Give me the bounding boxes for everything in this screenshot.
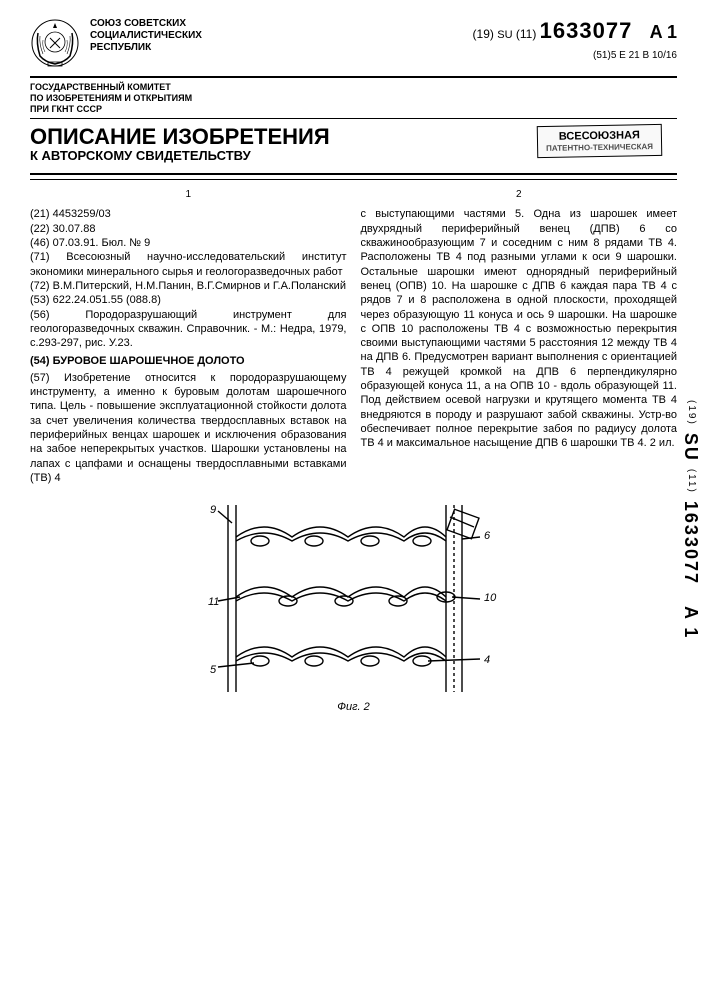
figure-caption: Фиг. 2 [30, 701, 677, 713]
side-prefix: (19) [686, 400, 697, 426]
committee-block: ГОСУДАРСТВЕННЫЙ КОМИТЕТ ПО ИЗОБРЕТЕНИЯМ … [30, 82, 677, 114]
title-block: ОПИСАНИЕ ИЗОБРЕТЕНИЯ К АВТОРСКОМУ СВИДЕТ… [30, 125, 330, 163]
code-su: SU [497, 29, 512, 41]
field-46: (46) 07.03.91. Бюл. № 9 [30, 236, 347, 250]
divider [30, 118, 677, 119]
svg-text:6: 6 [484, 530, 491, 542]
sub-title: К АВТОРСКОМУ СВИДЕТЕЛЬСТВУ [30, 148, 330, 163]
side-su: SU [681, 433, 701, 462]
cls-value: E 21 B 10/16 [619, 50, 677, 61]
svg-text:9: 9 [210, 504, 216, 516]
field-54: (54) БУРОВОЕ ШАРОШЕЧНОЕ ДОЛОТО [30, 354, 347, 368]
code-prefix: (19) [473, 27, 494, 41]
union-republic-label: СОЮЗ СОВЕТСКИХ СОЦИАЛИСТИЧЕСКИХ РЕСПУБЛИ… [90, 18, 202, 54]
field-71: (71) Всесоюзный научно-исследовательский… [30, 250, 347, 279]
classification: (51)5 E 21 B 10/16 [473, 50, 677, 61]
doc-suffix: A 1 [650, 22, 677, 42]
side-suffix: A 1 [681, 606, 701, 639]
figure-block: 9 11 5 6 10 4 Фиг. 2 [30, 497, 677, 713]
svg-text:5: 5 [210, 664, 217, 676]
doc-number-value: 1633077 [540, 18, 633, 43]
figure-diagram: 9 11 5 6 10 4 [194, 497, 514, 697]
column-2: 2 с выступающими частями 5. Одна из шаро… [361, 188, 678, 485]
cls-prefix: (51)5 [593, 50, 616, 61]
field-72: (72) В.М.Питерский, Н.М.Панин, В.Г.Смирн… [30, 279, 347, 293]
union-line: СОЮЗ СОВЕТСКИХ [90, 18, 202, 30]
title-row: ОПИСАНИЕ ИЗОБРЕТЕНИЯ К АВТОРСКОМУ СВИДЕТ… [30, 125, 677, 163]
divider [30, 179, 677, 180]
field-22: (22) 30.07.88 [30, 222, 347, 236]
field-21: (21) 4453259/03 [30, 207, 347, 221]
union-line: РЕСПУБЛИК [90, 42, 202, 54]
header-block: СОЮЗ СОВЕТСКИХ СОЦИАЛИСТИЧЕСКИХ РЕСПУБЛИ… [30, 18, 677, 68]
svg-text:10: 10 [484, 592, 497, 604]
side-paren: (11) [686, 469, 697, 494]
column-number: 1 [30, 188, 347, 201]
library-stamp: ВСЕСОЮЗНАЯ ПАТЕНТНО-ТЕХНИЧЕСКАЯ [537, 124, 662, 158]
stamp-line: ПАТЕНТНО-ТЕХНИЧЕСКАЯ [546, 142, 653, 153]
committee-line: ПРИ ГКНТ СССР [30, 104, 677, 115]
field-53: (53) 622.24.051.55 (088.8) [30, 293, 347, 307]
text-columns: 1 (21) 4453259/03 (22) 30.07.88 (46) 07.… [30, 188, 677, 485]
committee-line: ПО ИЗОБРЕТЕНИЯМ И ОТКРЫТИЯМ [30, 93, 677, 104]
side-num: 1633077 [681, 501, 701, 585]
svg-text:4: 4 [484, 654, 490, 666]
header-text: СОЮЗ СОВЕТСКИХ СОЦИАЛИСТИЧЕСКИХ РЕСПУБЛИ… [90, 18, 677, 61]
main-title: ОПИСАНИЕ ИЗОБРЕТЕНИЯ [30, 125, 330, 148]
abstract-continued: с выступающими частями 5. Одна из шароше… [361, 207, 678, 450]
document-page: СОЮЗ СОВЕТСКИХ СОЦИАЛИСТИЧЕСКИХ РЕСПУБЛИ… [0, 0, 707, 1000]
column-number: 2 [361, 188, 678, 201]
document-number: (19) SU (11) 1633077 A 1 (51)5 E 21 B 10… [473, 18, 677, 61]
union-line: СОЦИАЛИСТИЧЕСКИХ [90, 30, 202, 42]
code-paren: (11) [516, 27, 536, 41]
divider [30, 76, 677, 78]
ussr-emblem-icon [30, 18, 80, 68]
divider [30, 173, 677, 175]
side-document-number: (19) SU (11) 1633077 A 1 [680, 400, 701, 639]
column-1: 1 (21) 4453259/03 (22) 30.07.88 (46) 07.… [30, 188, 347, 485]
committee-line: ГОСУДАРСТВЕННЫЙ КОМИТЕТ [30, 82, 677, 93]
svg-text:11: 11 [208, 596, 219, 608]
field-56: (56) Породоразрушающий инструмент для ге… [30, 308, 347, 351]
field-57: (57) Изобретение относится к породоразру… [30, 371, 347, 485]
